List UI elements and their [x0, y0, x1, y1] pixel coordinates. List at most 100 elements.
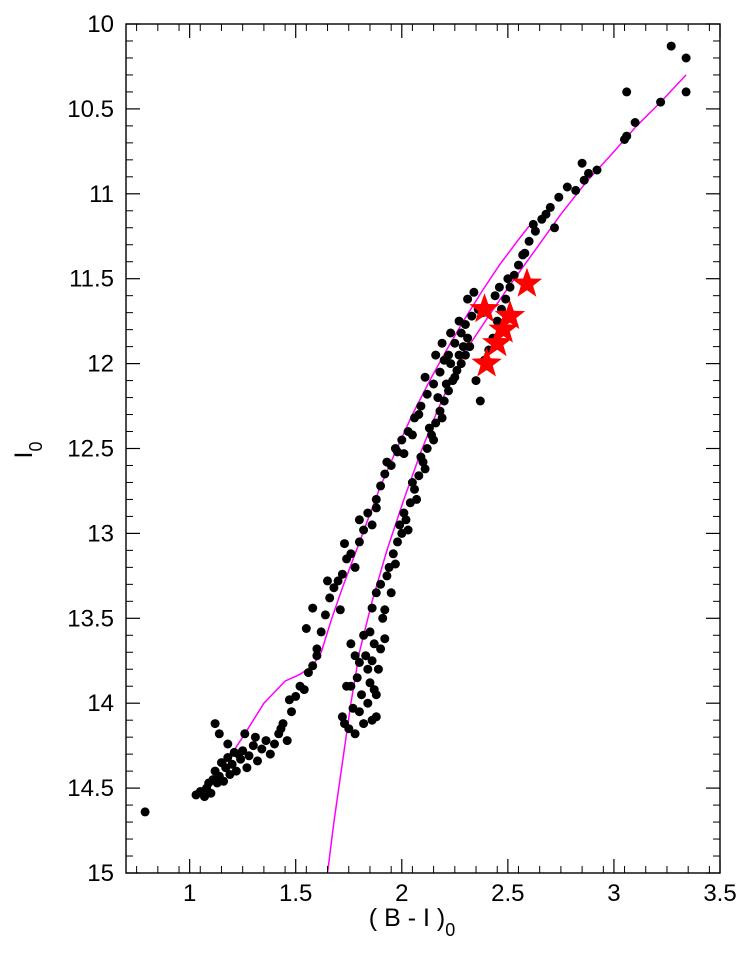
- y-tick-label: 13: [87, 520, 114, 547]
- data-point: [287, 707, 296, 717]
- data-point: [380, 469, 390, 479]
- data-point: [401, 515, 411, 525]
- data-point: [450, 372, 460, 382]
- data-point: [666, 41, 676, 51]
- data-point: [410, 484, 419, 494]
- data-point: [303, 668, 313, 678]
- isochrone-line-2: [222, 225, 530, 767]
- data-point: [323, 576, 332, 586]
- x-axis-label-sub: 0: [445, 920, 455, 940]
- data-point: [371, 588, 381, 598]
- data-point: [446, 359, 456, 369]
- data-point: [524, 236, 534, 246]
- axis-labels: ( B - I )0 I0: [10, 442, 455, 940]
- data-point: [320, 610, 330, 620]
- data-point: [465, 342, 475, 352]
- data-point: [361, 651, 371, 661]
- data-point: [416, 452, 426, 462]
- data-point: [431, 350, 441, 360]
- data-point: [382, 457, 392, 467]
- data-point: [257, 744, 267, 754]
- data-point: [412, 494, 422, 504]
- x-tick-label: 1.5: [279, 880, 312, 907]
- data-point: [308, 603, 318, 613]
- data-point: [463, 294, 473, 304]
- red-stars: [469, 267, 543, 377]
- x-tick-label: 3.5: [703, 880, 736, 907]
- y-tick-label: 14.5: [67, 775, 114, 802]
- data-point: [437, 413, 447, 423]
- red-star-marker: [511, 267, 543, 297]
- data-point: [444, 350, 453, 360]
- data-point: [140, 807, 150, 817]
- data-point: [350, 651, 360, 661]
- data-point: [344, 724, 354, 734]
- data-point: [382, 571, 392, 581]
- data-point: [250, 732, 260, 742]
- data-point: [452, 365, 462, 375]
- data-point: [416, 401, 426, 411]
- red-star-marker: [469, 293, 500, 323]
- data-point: [469, 287, 479, 297]
- red-star-marker: [482, 327, 513, 357]
- data-point: [365, 627, 375, 637]
- data-point: [371, 494, 381, 504]
- red-star-marker: [488, 313, 519, 343]
- data-point: [422, 389, 432, 399]
- data-point: [429, 435, 439, 445]
- x-tick-label: 2: [395, 880, 408, 907]
- data-point: [399, 508, 409, 518]
- data-point: [494, 282, 504, 292]
- data-point: [354, 707, 364, 717]
- data-point: [299, 685, 309, 695]
- x-tick-label: 1: [183, 880, 196, 907]
- data-point: [501, 294, 511, 304]
- data-point: [579, 175, 589, 185]
- data-point: [342, 681, 352, 691]
- data-point: [407, 430, 417, 440]
- x-axis-label: ( B - I )0: [369, 904, 455, 940]
- data-point: [571, 185, 581, 195]
- data-point: [403, 525, 413, 535]
- data-point: [397, 435, 407, 445]
- data-point: [214, 729, 224, 739]
- x-axis-label-main: ( B - I ): [369, 904, 445, 932]
- data-point: [363, 664, 373, 674]
- y-tick-label: 15: [87, 860, 114, 887]
- data-point: [380, 634, 390, 644]
- data-point: [422, 444, 432, 453]
- data-point: [562, 182, 572, 192]
- data-point: [350, 562, 360, 572]
- data-point: [444, 386, 453, 396]
- data-point: [622, 87, 632, 97]
- y-tick-label: 12: [87, 351, 114, 378]
- data-point: [592, 165, 602, 175]
- data-point: [242, 763, 252, 773]
- data-point: [407, 478, 417, 487]
- data-point: [656, 97, 666, 107]
- data-point: [681, 53, 691, 63]
- data-point: [369, 639, 379, 649]
- y-axis-ticks: 10 10.5 11 11.5 12 12.5 13 13.5 14 14.5 15: [67, 11, 720, 887]
- data-point: [367, 520, 377, 530]
- data-point: [584, 168, 593, 178]
- data-point: [414, 410, 424, 419]
- data-point: [219, 776, 229, 786]
- data-point: [490, 291, 500, 301]
- data-point: [312, 644, 322, 654]
- data-point: [367, 656, 377, 666]
- data-point: [350, 729, 360, 739]
- y-tick-label: 13.5: [67, 605, 114, 632]
- data-point: [231, 766, 241, 776]
- data-point: [380, 605, 390, 615]
- data-point: [437, 338, 447, 348]
- data-point: [435, 367, 445, 377]
- data-point: [371, 690, 381, 700]
- data-point: [276, 724, 286, 734]
- data-point: [388, 549, 398, 559]
- data-point: [371, 712, 381, 722]
- data-point: [454, 316, 464, 326]
- data-point: [520, 248, 530, 258]
- data-point: [454, 350, 464, 360]
- data-point: [210, 719, 220, 729]
